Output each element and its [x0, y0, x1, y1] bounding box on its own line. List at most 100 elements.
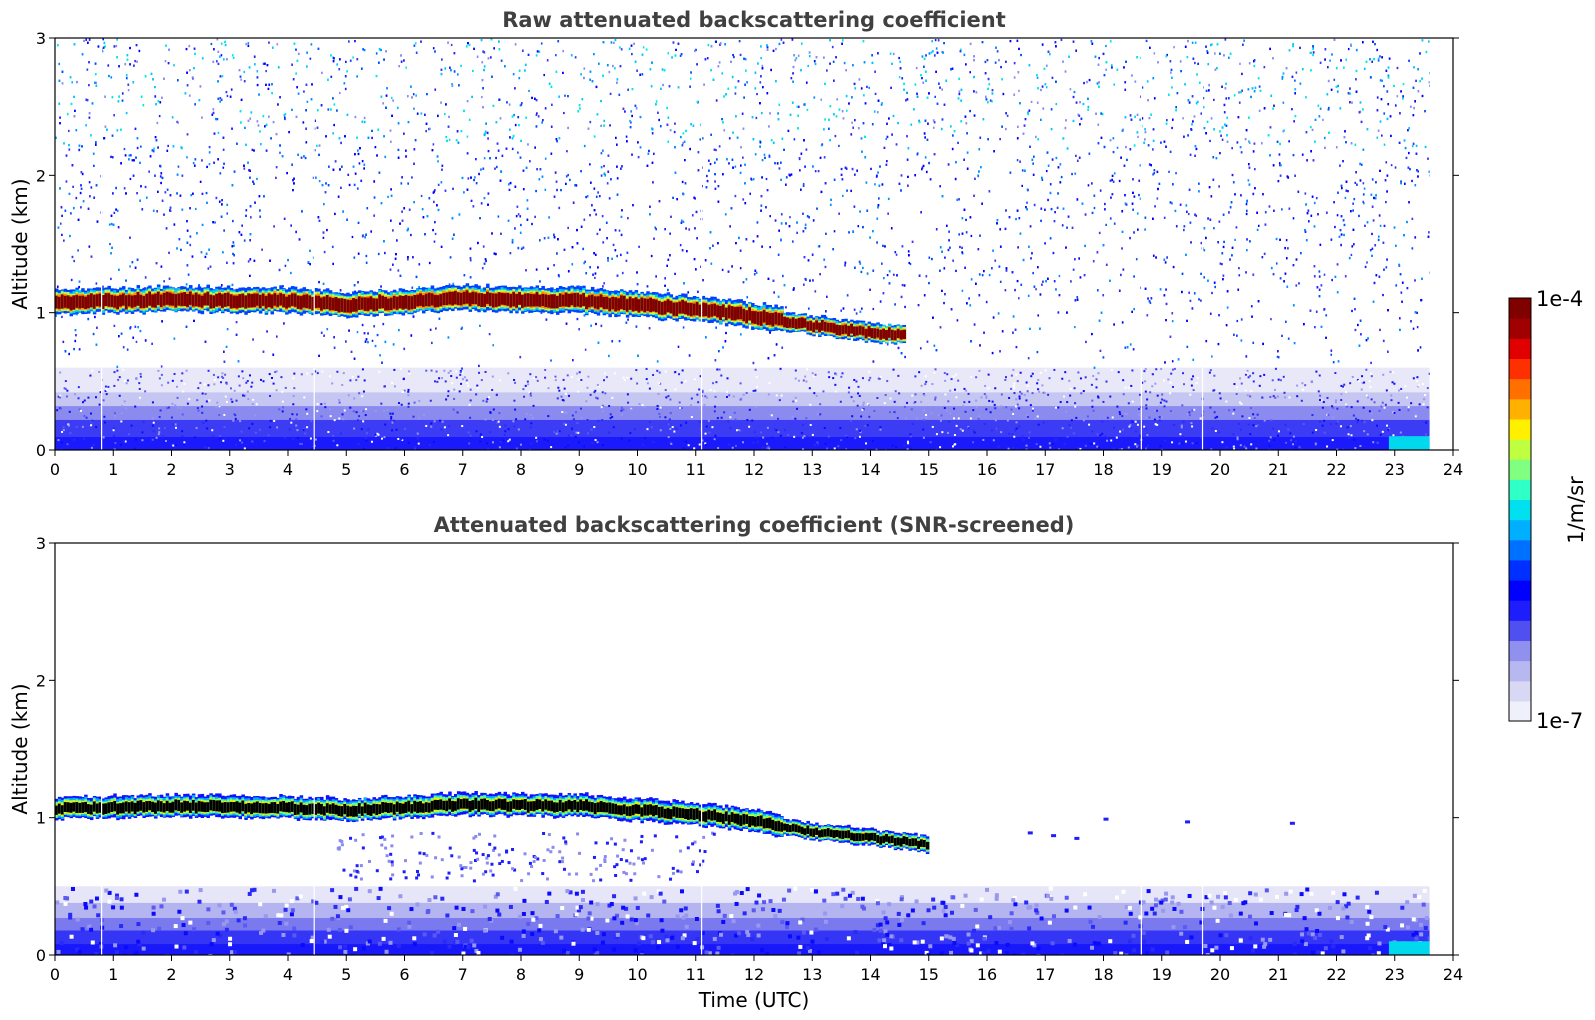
bl-speckle — [593, 426, 596, 429]
bl-speckle — [1036, 382, 1039, 385]
bl-speckle — [693, 447, 696, 450]
noise-pixel — [824, 314, 827, 318]
bl-speckle — [1072, 432, 1075, 435]
bl-speckle — [295, 418, 298, 421]
noise-pixel — [1004, 289, 1007, 292]
bl-speckle — [102, 399, 105, 402]
bl-speckle — [1129, 424, 1132, 427]
bl-speckle — [125, 407, 128, 410]
bl-speckle — [794, 369, 797, 372]
noise-pixel — [1093, 206, 1096, 210]
bl-speckle — [1365, 394, 1368, 397]
bl-speckle — [1079, 447, 1082, 450]
bl-speckle — [716, 417, 719, 420]
bl-speckle — [1156, 423, 1159, 426]
bl-speckle — [1422, 403, 1425, 406]
bl-speckle — [233, 389, 236, 392]
bl-speckle — [713, 410, 716, 413]
bl-speckle — [362, 410, 365, 413]
bl-speckle — [1095, 378, 1098, 381]
bl-speckle — [934, 398, 937, 401]
bl-speckle — [1025, 381, 1028, 384]
bl-speckle — [850, 396, 853, 399]
bl-speckle — [972, 441, 975, 444]
bl-speckle — [923, 418, 926, 421]
bl-speckle — [704, 395, 707, 398]
noise-pixel — [131, 159, 134, 162]
noise-pixel — [930, 51, 933, 54]
bl-speckle — [1366, 396, 1369, 399]
bl-speckle — [1005, 406, 1008, 409]
bl-speckle — [861, 408, 864, 411]
bl-speckle — [1246, 394, 1249, 397]
bl-speckle — [447, 390, 450, 393]
bl-speckle — [1184, 440, 1187, 443]
noise-pixel — [1276, 355, 1279, 358]
bl-speckle — [383, 436, 386, 439]
bl-speckle — [208, 399, 211, 402]
bl-speckle — [1047, 393, 1050, 396]
bl-speckle — [577, 378, 580, 381]
bl-speckle — [281, 400, 284, 403]
bl-speckle — [353, 397, 356, 400]
noise-pixel — [785, 306, 787, 309]
bl-speckle — [896, 417, 899, 420]
bl-speckle — [1284, 423, 1287, 426]
bl-speckle — [1192, 389, 1195, 392]
bl-speckle — [1335, 422, 1338, 425]
bl-speckle — [201, 405, 204, 408]
bl-speckle — [530, 414, 533, 417]
bl-speckle — [535, 436, 538, 439]
noise-pixel — [127, 89, 130, 92]
bl-speckle — [418, 400, 421, 403]
bl-speckle — [59, 371, 62, 374]
bl-speckle — [752, 389, 755, 392]
bl-speckle — [1347, 433, 1350, 436]
noise-pixel — [679, 54, 682, 57]
bl-speckle — [1104, 435, 1107, 438]
noise-pixel — [1278, 162, 1281, 165]
bl-speckle — [58, 407, 61, 410]
bl-speckle — [603, 372, 606, 375]
bl-speckle — [679, 424, 682, 427]
bl-speckle — [656, 404, 659, 407]
bl-speckle — [910, 447, 913, 450]
noise-pixel — [956, 319, 959, 322]
bl-speckle — [645, 378, 648, 381]
bl-speckle — [532, 404, 535, 407]
bl-speckle — [1268, 444, 1271, 447]
bl-speckle — [1245, 371, 1248, 374]
bl-speckle — [293, 372, 296, 375]
noise-pixel — [1018, 89, 1020, 92]
bl-speckle — [469, 388, 472, 391]
bl-speckle — [816, 413, 819, 416]
bl-speckle — [543, 438, 546, 441]
bl-speckle — [394, 447, 397, 450]
bl-speckle — [760, 431, 763, 434]
bl-speckle — [201, 411, 204, 414]
bl-speckle — [939, 446, 942, 449]
bl-speckle — [316, 410, 319, 413]
bl-speckle — [767, 393, 770, 396]
bl-speckle — [1232, 412, 1235, 415]
bl-speckle — [99, 389, 102, 392]
bl-speckle — [116, 369, 119, 372]
bl-speckle — [1426, 406, 1429, 409]
bl-speckle — [324, 406, 327, 409]
bl-speckle — [112, 429, 115, 432]
bl-speckle — [1245, 447, 1248, 450]
bl-speckle — [787, 434, 790, 437]
bl-speckle — [141, 439, 144, 442]
bl-speckle — [955, 424, 958, 427]
bl-speckle — [622, 408, 625, 411]
bl-speckle — [391, 382, 394, 385]
bl-speckle — [1284, 396, 1287, 399]
bl-speckle — [491, 418, 494, 421]
bl-speckle — [1021, 435, 1024, 438]
bl-speckle — [1126, 413, 1129, 416]
bl-speckle — [1180, 424, 1183, 427]
noise-pixel — [1245, 203, 1248, 206]
bl-speckle — [1193, 408, 1196, 411]
bl-speckle — [1135, 445, 1138, 448]
bl-speckle — [714, 434, 717, 437]
